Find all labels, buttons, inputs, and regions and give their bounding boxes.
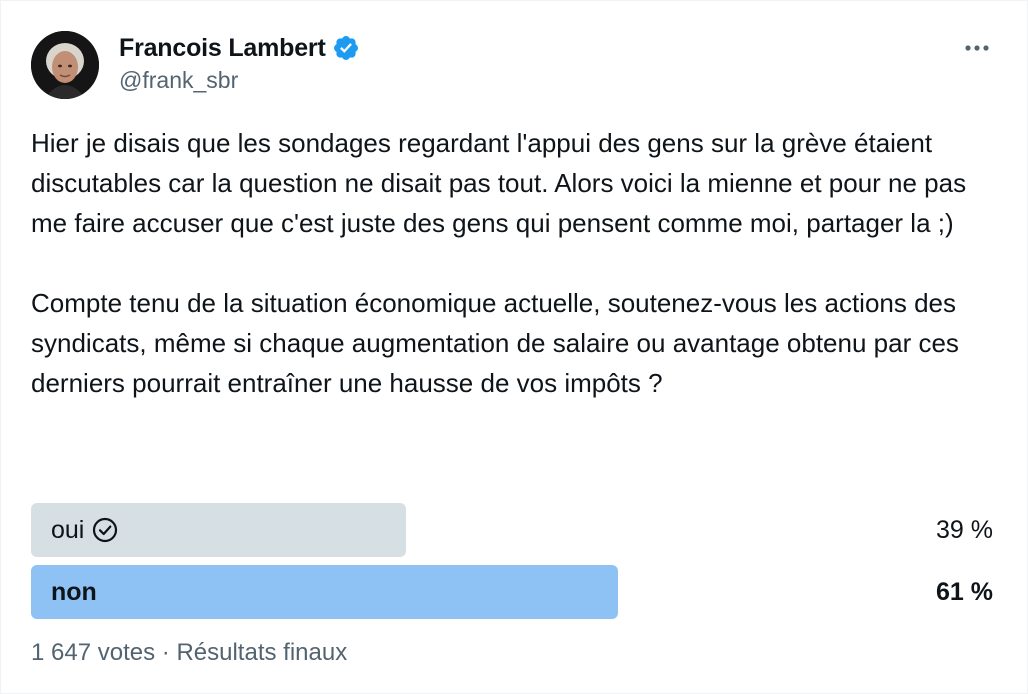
poll-footer-separator: · [161, 639, 170, 666]
author-display-name[interactable]: Francois Lambert [119, 33, 326, 62]
poll-option-percent: 39 % [936, 515, 993, 544]
poll-bar-non [31, 565, 618, 619]
verified-badge-icon[interactable] [332, 34, 360, 62]
poll-option-non: non 61 % [31, 565, 993, 619]
author-name-row: Francois Lambert [119, 31, 360, 65]
tweet-text: Hier je disais que les sondages regardan… [31, 128, 967, 398]
poll-option-label: non [51, 565, 97, 619]
poll-votes-count: 1 647 votes [31, 639, 156, 666]
avatar[interactable] [31, 31, 99, 99]
poll-status: Résultats finaux [176, 639, 348, 666]
poll-footer: 1 647 votes · Résultats finaux [31, 639, 347, 667]
poll-option-text: non [51, 577, 97, 606]
check-circle-icon [92, 517, 118, 543]
more-horizontal-icon[interactable] [957, 31, 997, 65]
poll: oui 39 % non 61 % [31, 503, 993, 627]
poll-option-text: oui [51, 515, 85, 544]
poll-option-percent: 61 % [936, 577, 993, 606]
author-handle[interactable]: @frank_sbr [119, 67, 239, 93]
poll-option-oui: oui 39 % [31, 503, 993, 557]
poll-option-label: oui [51, 503, 118, 557]
